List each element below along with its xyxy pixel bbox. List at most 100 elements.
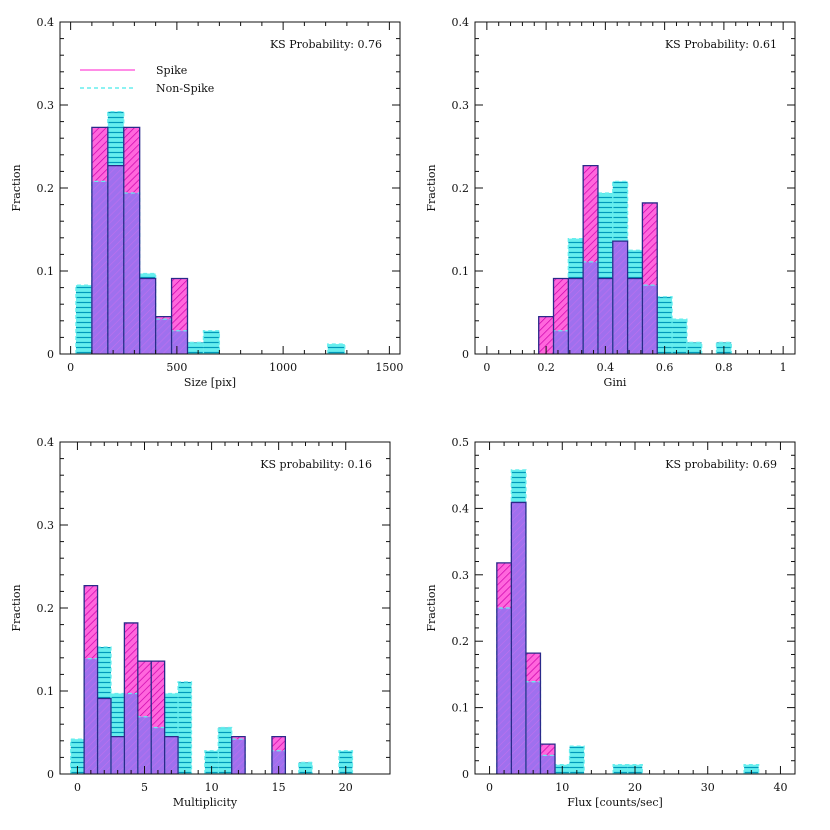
spike-bar [231,736,246,740]
y-axis-label: Fraction [425,164,438,211]
overlap-bar [91,181,108,354]
nonspike-bar [672,319,687,354]
y-tick-label: 0.4 [452,16,470,29]
overlap-bar [627,278,643,354]
y-tick-label: 0.2 [452,182,470,195]
nonspike-bar [97,647,111,699]
y-tick-label: 0.2 [37,602,55,615]
histogram-bars [496,469,760,774]
y-tick-label: 0.3 [37,519,55,532]
overlap-bar [123,192,140,354]
x-tick-label: 0.4 [597,361,615,374]
nonspike-bar [218,727,232,774]
overlap-bar [597,278,613,354]
legend-nonspike-label: Non-Spike [156,82,214,95]
x-tick-label: 10 [205,781,219,794]
y-tick-label: 0.5 [452,436,470,449]
spike-outline [496,501,556,774]
x-tick-label: 20 [339,781,353,794]
panel-flux: 0 10 20 30 40 0 0.1 0.2 0.3 0.4 0.5 KS probability… [425,436,796,809]
spike-outline [91,126,189,354]
x-tick-label: 1500 [375,361,403,374]
axis-ticks: 0 500 1000 1500 0 0.1 0.2 0.3 0.4 [37,16,404,374]
axis-ticks: 0 0.2 0.4 0.6 0.8 1 0 0.1 0.2 0.3 0.4 [452,16,795,374]
ks-probability-label: KS probability: 0.16 [260,458,372,471]
y-tick-label: 0.2 [452,635,470,648]
y-axis-label: Fraction [10,584,23,631]
nonspike-bar [744,764,759,774]
overlap-bar [137,716,152,774]
overlap-bar [583,261,598,354]
nonspike-bar [597,192,613,279]
spike-bar [171,278,188,331]
y-tick-label: 0.3 [452,99,470,112]
y-tick-label: 0.4 [452,502,470,515]
nonspike-bar [164,693,179,737]
x-axis-label: Size [pix] [184,376,236,389]
x-axis-label: Flux [counts/sec] [567,796,663,809]
spike-bar [124,622,138,694]
overlap-bar [107,165,124,354]
nonspike-bar [657,296,673,354]
y-axis-label: Fraction [10,164,23,211]
axis-ticks: 0 10 20 30 40 0 0.1 0.2 0.3 0.4 0.5 [452,436,795,794]
x-tick-label: 20 [628,781,642,794]
y-tick-label: 0.3 [37,99,55,112]
x-tick-label: 1000 [269,361,297,374]
y-tick-label: 0.1 [452,265,470,278]
spike-outline [538,164,658,354]
y-tick-label: 0.1 [37,685,55,698]
spike-bar [525,653,541,682]
nonspike-outline [75,110,346,354]
nonspike-bar [110,693,125,737]
y-tick-label: 0.3 [452,569,470,582]
spike-bar [84,585,98,659]
overlap-bar [171,330,188,354]
ks-probability-label: KS Probability: 0.76 [270,38,382,51]
x-tick-label: 5 [141,781,148,794]
nonspike-bar [327,344,345,354]
x-tick-label: 0.6 [656,361,674,374]
spike-bar [91,127,108,182]
overlap-bar [124,693,138,774]
x-tick-label: 1 [780,361,787,374]
ks-probability-label: KS probability: 0.69 [665,458,777,471]
legend: Spike Non-Spike [80,64,214,95]
spike-outline [83,584,287,774]
spike-bar [553,278,569,331]
nonspike-bar [298,762,313,774]
nonspike-bar [613,764,628,774]
spike-bar [540,744,555,756]
x-axis-label: Gini [604,376,627,389]
x-axis-label: Multiplicity [173,796,238,809]
spike-bar [538,316,554,354]
histogram-bars [75,110,346,354]
spike-bar [271,736,286,751]
overlap-bar [84,658,98,774]
overlap-bar [568,278,584,354]
overlap-bar [553,330,569,354]
overlap-bar [612,241,628,354]
x-tick-label: 0 [486,781,493,794]
overlap-bar [110,736,125,774]
ks-probability-label: KS Probability: 0.61 [665,38,777,51]
nonspike-outline [496,469,760,774]
overlap-bar [155,319,172,354]
x-tick-label: 0.8 [715,361,733,374]
nonspike-bar [204,750,219,774]
spike-bar [496,562,512,608]
panel-size: 0 500 1000 1500 0 0.1 0.2 0.3 0.4 KS Probability… [10,16,403,389]
overlap-bar [540,755,555,774]
y-tick-label: 0 [462,768,469,781]
x-tick-label: 10 [555,781,569,794]
nonspike-bar [139,273,156,279]
panel-multiplicity: 0 5 10 15 20 0 0.1 0.2 0.3 0.4 KS probability: 0.… [10,436,391,809]
x-tick-label: 0 [74,781,81,794]
nonspike-bar [339,750,353,774]
nonspike-bar [107,111,124,166]
y-tick-label: 0.2 [37,182,55,195]
overlap-bar [496,608,512,774]
nonspike-bar [686,342,702,354]
overlap-bar [139,278,156,354]
nonspike-bar [569,746,585,774]
